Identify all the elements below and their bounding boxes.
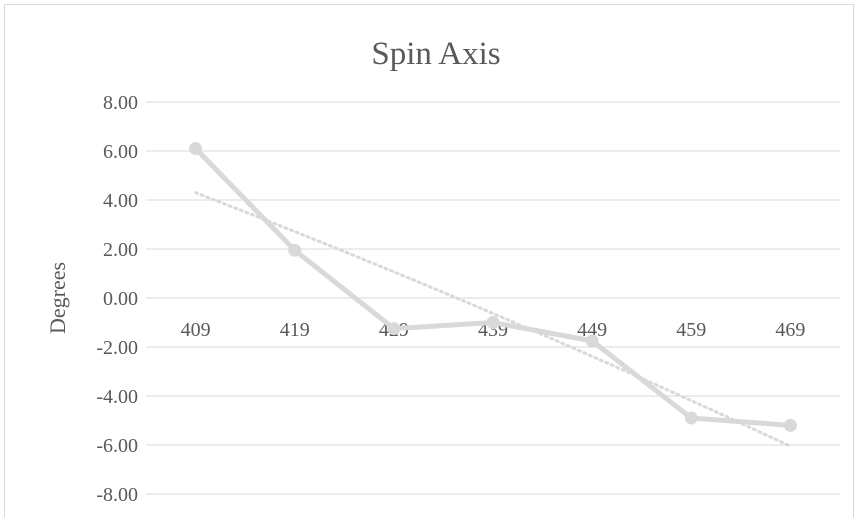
y-tick-label: 6.00 — [103, 141, 138, 163]
chart-title: Spin Axis — [371, 36, 500, 72]
x-tick-label: 419 — [280, 319, 310, 341]
y-tick-label: -4.00 — [96, 386, 138, 408]
data-point — [387, 322, 401, 336]
chart-frame — [4, 4, 854, 518]
y-tick-label: 0.00 — [103, 288, 138, 310]
data-point — [486, 316, 500, 329]
trendline-layer — [194, 191, 792, 448]
data-point — [585, 334, 599, 348]
y-tick-label: -2.00 — [96, 337, 138, 359]
gridlines — [146, 101, 840, 495]
x-tick-label: 459 — [676, 319, 706, 341]
data-point — [684, 411, 698, 425]
x-tick-label: 449 — [577, 319, 607, 341]
y-tick-label: 8.00 — [103, 92, 138, 114]
series-layer — [189, 142, 797, 432]
x-tick-label: 469 — [775, 319, 805, 341]
series-line — [193, 146, 793, 428]
data-point — [783, 418, 797, 432]
trendline — [194, 191, 792, 448]
y-tick-label: -8.00 — [96, 484, 138, 506]
data-point — [189, 142, 203, 156]
y-axis-title: Degrees — [45, 262, 70, 334]
y-tick-labels: 8.00 6.00 4.00 2.00 0.00 -2.00 -4.00 -6.00 -8.00 — [96, 92, 138, 506]
y-tick-label: 4.00 — [103, 190, 138, 212]
x-tick-label: 409 — [181, 319, 211, 341]
data-point — [288, 243, 302, 257]
y-tick-label: 2.00 — [103, 239, 138, 261]
y-tick-label: -6.00 — [96, 435, 138, 457]
